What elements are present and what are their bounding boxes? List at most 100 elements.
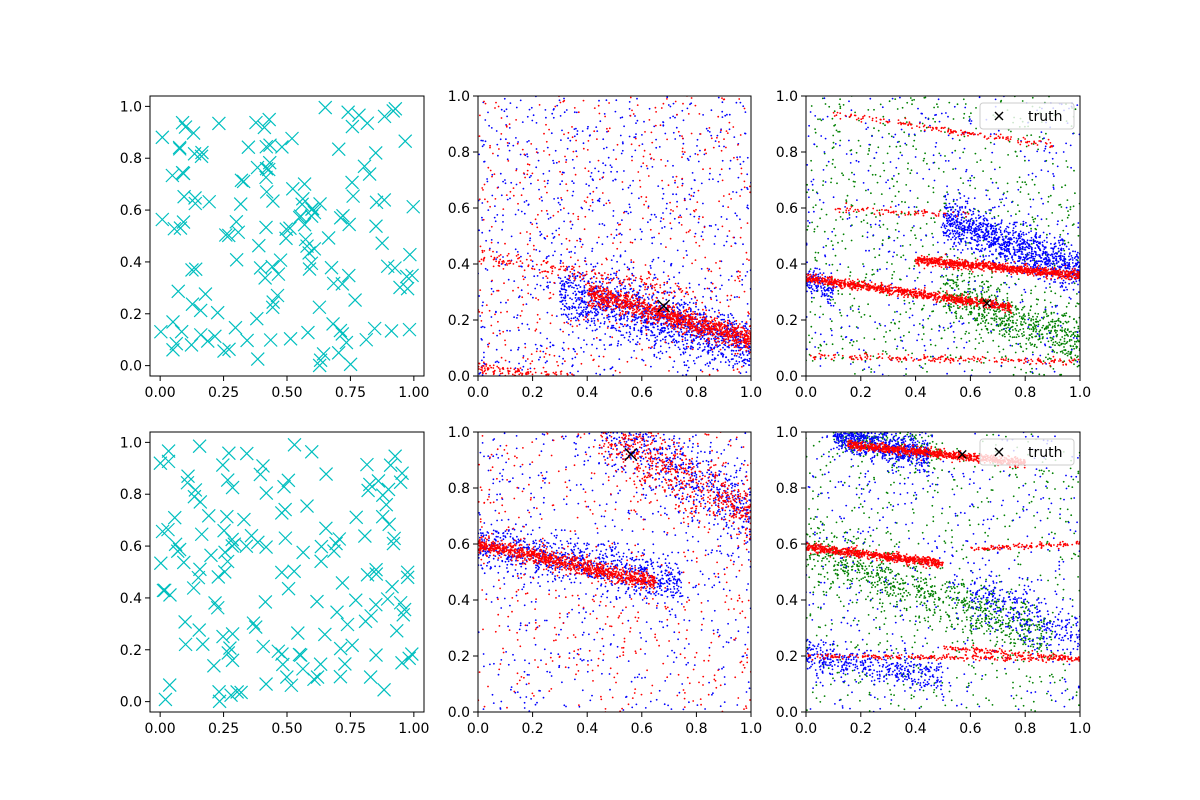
- cross-marker: [333, 323, 348, 338]
- point: [729, 159, 732, 162]
- point: [571, 223, 574, 226]
- point: [985, 280, 988, 282]
- point: [572, 282, 574, 284]
- point: [602, 303, 604, 306]
- cross-marker: [261, 162, 276, 177]
- point: [559, 259, 562, 262]
- point: [1021, 332, 1023, 335]
- point: [717, 354, 719, 357]
- point: [686, 369, 689, 372]
- point: [690, 345, 693, 348]
- point: [952, 321, 955, 324]
- point: [1050, 320, 1052, 323]
- point: [969, 290, 971, 293]
- point: [674, 138, 677, 140]
- point: [490, 225, 493, 228]
- point: [697, 348, 699, 351]
- point: [729, 339, 731, 342]
- point: [681, 321, 684, 324]
- point: [627, 186, 630, 189]
- point: [1076, 365, 1079, 368]
- point: [678, 334, 680, 337]
- point: [981, 296, 983, 298]
- point: [1005, 331, 1008, 334]
- point: [502, 214, 504, 217]
- point: [619, 117, 622, 119]
- point: [573, 128, 576, 131]
- point: [531, 260, 534, 263]
- point: [548, 128, 550, 131]
- point: [1064, 314, 1067, 317]
- point: [600, 300, 602, 302]
- point: [1059, 338, 1062, 341]
- cross-marker: [399, 269, 414, 284]
- cross-marker: [169, 336, 184, 351]
- point: [529, 367, 532, 370]
- point: [561, 283, 564, 286]
- point: [575, 319, 577, 322]
- point: [528, 140, 530, 142]
- point: [629, 206, 631, 209]
- cross-marker: [406, 199, 421, 214]
- point: [551, 314, 553, 317]
- point: [520, 289, 523, 292]
- point: [693, 209, 695, 212]
- point: [546, 311, 549, 314]
- x-tick-label: 0.6: [631, 385, 653, 401]
- point: [560, 307, 563, 310]
- point: [682, 332, 685, 335]
- point: [716, 346, 719, 348]
- point: [712, 332, 714, 335]
- point: [740, 172, 743, 175]
- point: [693, 329, 695, 332]
- point: [714, 336, 717, 339]
- point: [727, 324, 730, 327]
- point: [968, 322, 970, 324]
- point: [510, 260, 512, 262]
- point: [975, 127, 977, 130]
- point: [883, 169, 886, 172]
- point: [576, 275, 579, 277]
- point: [487, 345, 490, 348]
- point: [605, 309, 608, 312]
- point: [629, 184, 632, 187]
- point: [811, 360, 814, 362]
- point: [621, 181, 624, 183]
- point: [681, 109, 684, 112]
- point: [664, 290, 667, 293]
- point: [1063, 349, 1065, 351]
- point: [582, 309, 585, 311]
- point: [616, 260, 618, 263]
- point: [703, 337, 706, 340]
- point: [494, 107, 496, 109]
- point: [654, 314, 657, 317]
- point: [596, 310, 599, 313]
- point: [746, 330, 749, 332]
- point: [637, 297, 640, 299]
- point: [695, 334, 697, 337]
- point: [987, 312, 990, 314]
- point: [595, 301, 598, 303]
- point: [492, 364, 495, 367]
- point: [732, 365, 735, 367]
- point: [610, 277, 612, 280]
- point: [494, 220, 497, 223]
- point: [650, 157, 653, 160]
- point: [512, 194, 515, 197]
- point: [572, 347, 575, 350]
- point: [708, 337, 710, 340]
- point: [832, 359, 835, 362]
- point: [749, 185, 751, 188]
- point: [490, 366, 493, 369]
- point: [1016, 333, 1019, 336]
- point: [633, 308, 636, 311]
- point: [698, 312, 701, 315]
- point: [623, 323, 626, 326]
- point: [652, 307, 654, 310]
- point: [495, 130, 498, 132]
- point: [536, 283, 538, 286]
- point: [656, 314, 659, 317]
- point: [629, 211, 632, 214]
- point: [694, 317, 696, 320]
- point: [594, 293, 597, 296]
